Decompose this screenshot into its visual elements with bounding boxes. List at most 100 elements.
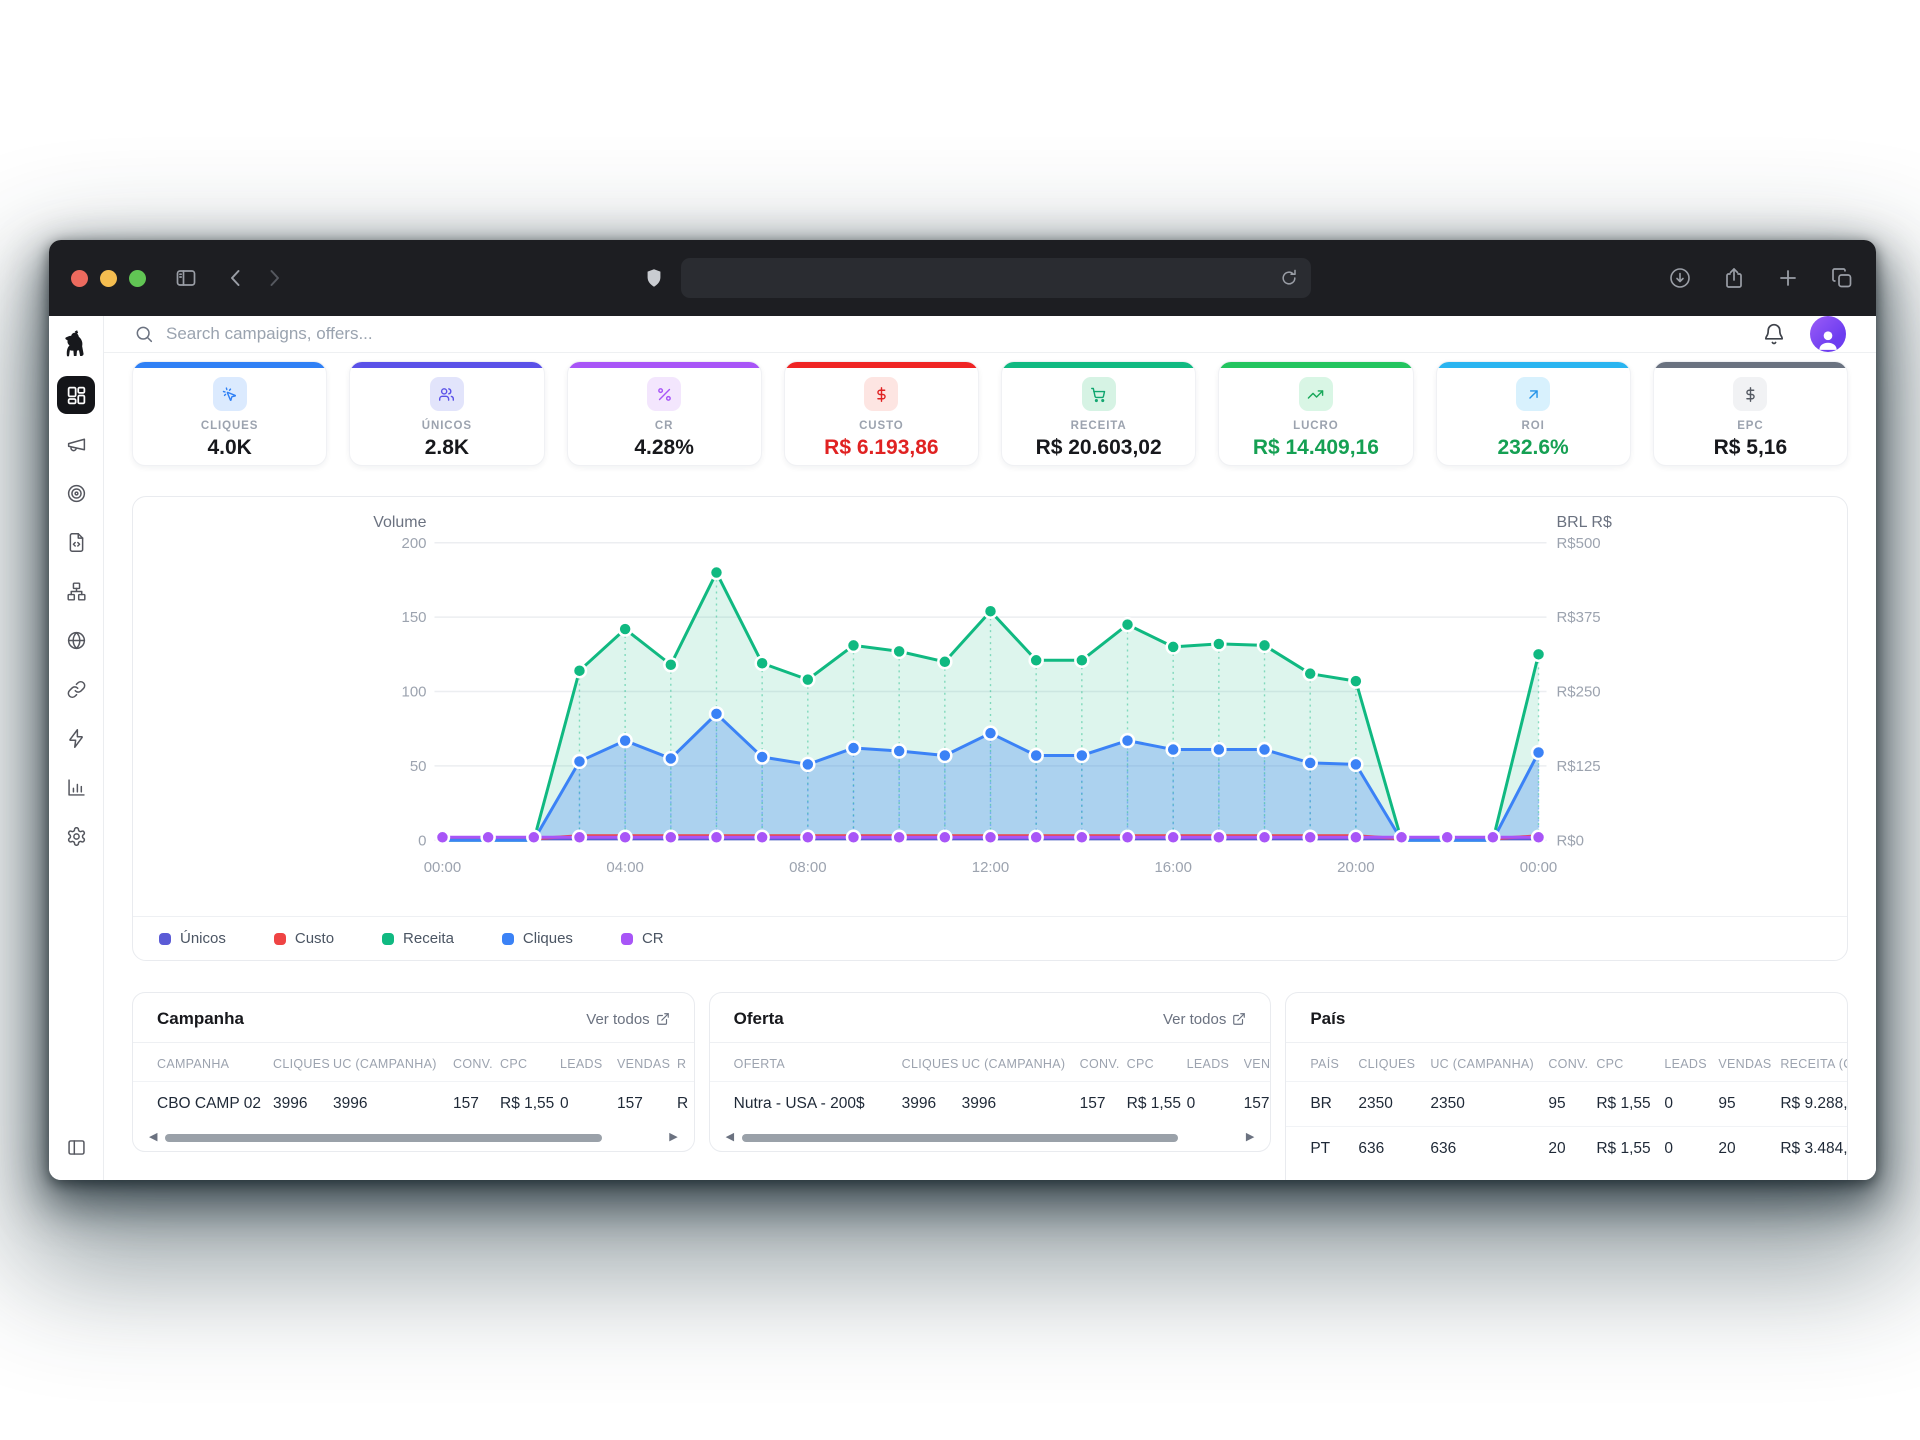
- kpi-accent-strip: [567, 362, 761, 368]
- kpi-accent-strip: [1436, 362, 1630, 368]
- table-row: PT 636 636 20 R$ 1,55 0 20 R$ 3.484,10: [1286, 1126, 1847, 1171]
- table-cell: 3996: [961, 1095, 997, 1112]
- table-cell: R$ 1,55: [1596, 1140, 1651, 1157]
- kpi-label: ÚNICOS: [421, 420, 472, 432]
- table-cell: R$ 9.288,09: [1780, 1095, 1848, 1112]
- scroll-left-arrow-icon[interactable]: ◀: [725, 1131, 735, 1143]
- horizontal-scrollbar[interactable]: ◀ ▶: [710, 1126, 1271, 1151]
- notifications-bell-icon[interactable]: [1762, 322, 1786, 346]
- table-cell: 95: [1718, 1095, 1736, 1112]
- ver-todos-link[interactable]: Ver todos: [586, 1011, 669, 1028]
- kpi-value: R$ 6.193,86: [824, 436, 939, 459]
- scrollbar-thumb[interactable]: [742, 1133, 1179, 1142]
- percent-icon: [647, 377, 682, 411]
- legend-swatch: [273, 932, 286, 945]
- legend-item-cr[interactable]: CR: [620, 930, 664, 947]
- reload-icon[interactable]: [1279, 268, 1299, 288]
- traffic-light-close[interactable]: [71, 269, 88, 287]
- kpi-value: R$ 5,16: [1713, 436, 1788, 459]
- scrollbar-track[interactable]: [165, 1133, 661, 1142]
- table-row: Nutra - USA - 200$ 3996 3996 157 R$ 1,55 0 157: [709, 1081, 1271, 1126]
- traffic-light-minimize[interactable]: [100, 269, 117, 287]
- svg-text:R$0: R$0: [1557, 832, 1584, 849]
- svg-text:20:00: 20:00: [1337, 859, 1374, 876]
- svg-text:16:00: 16:00: [1154, 859, 1191, 876]
- legend-item-receita[interactable]: Receita: [382, 930, 454, 947]
- kpi-accent-strip: [350, 362, 544, 368]
- scroll-left-arrow-icon[interactable]: ◀: [149, 1131, 158, 1143]
- ver-todos-label: Ver todos: [1162, 1010, 1227, 1028]
- sidebar-collapse-icon[interactable]: [57, 1128, 95, 1166]
- kpi-value: 2.8K: [424, 436, 470, 459]
- column-header: VENDAS: [1243, 1057, 1271, 1071]
- cursor-click-icon: [212, 377, 247, 411]
- sidebar-item-target-icon[interactable]: [57, 474, 95, 512]
- search-input[interactable]: [166, 324, 596, 344]
- column-header: CPC: [500, 1057, 528, 1071]
- kpi-label: ROI: [1521, 420, 1545, 432]
- sidebar-item-grid-icon[interactable]: [57, 376, 95, 414]
- sidebar-item-zap-icon[interactable]: [57, 719, 95, 757]
- tab-overview-icon[interactable]: [1830, 266, 1854, 290]
- traffic-chart: 0 R$0 50 R$125 100 R$250 150 R$375 200 R$500 Volum…: [133, 497, 1847, 916]
- kpi-value: R$ 14.409,16: [1252, 436, 1379, 459]
- legend-item-únicos[interactable]: Únicos: [159, 930, 226, 947]
- legend-item-cliques[interactable]: Cliques: [501, 930, 573, 947]
- kpi-value: 232.6%: [1497, 436, 1569, 459]
- sidebar-item-gear-icon[interactable]: [57, 817, 95, 855]
- traffic-light-zoom[interactable]: [129, 269, 146, 287]
- kpi-card-epc: EPC R$ 5,16: [1652, 361, 1848, 466]
- table-cell: 3996: [273, 1095, 308, 1112]
- ver-todos-link[interactable]: Ver todos: [1163, 1011, 1246, 1028]
- column-header: VENDAS: [617, 1057, 671, 1071]
- kpi-label: CUSTO: [859, 420, 904, 432]
- svg-text:200: 200: [402, 535, 427, 552]
- scroll-right-arrow-icon[interactable]: ▶: [1245, 1131, 1255, 1143]
- column-header: CPC: [1596, 1057, 1624, 1071]
- table-cell: 3996: [901, 1095, 937, 1112]
- column-header: PAÍS: [1310, 1057, 1340, 1071]
- sidebar-item-link-icon[interactable]: [57, 670, 95, 708]
- horizontal-scrollbar[interactable]: ◀ ▶: [133, 1126, 694, 1151]
- back-icon[interactable]: [224, 266, 248, 290]
- table-cell: 157: [617, 1095, 643, 1112]
- table-cell: 0: [1186, 1095, 1196, 1112]
- column-header: LEADS: [1186, 1057, 1230, 1071]
- sidebar-item-sitemap-icon[interactable]: [57, 572, 95, 610]
- downloads-icon[interactable]: [1668, 266, 1692, 290]
- kpi-accent-strip: [1653, 362, 1847, 368]
- sidebar-item-bar-chart-icon[interactable]: [57, 768, 95, 806]
- browser-titlebar: [49, 240, 1876, 316]
- app-sidebar: [49, 316, 104, 1180]
- user-avatar[interactable]: [1810, 316, 1846, 352]
- kpi-card-roi: ROI 232.6%: [1435, 361, 1631, 466]
- scroll-right-arrow-icon[interactable]: ▶: [669, 1131, 678, 1143]
- svg-text:0: 0: [418, 832, 426, 849]
- table-cell: R$ 3.484,10: [1780, 1140, 1848, 1157]
- address-bar[interactable]: [681, 258, 1311, 298]
- external-link-icon: [1233, 1013, 1246, 1025]
- kpi-accent-strip: [1002, 362, 1196, 368]
- new-tab-icon[interactable]: [1776, 266, 1800, 290]
- table-card-país: País PAÍS CLIQUES UC (CAMPANHA) CONV. CPC LEAD…: [1285, 992, 1849, 1180]
- sidebar-toggle-icon[interactable]: [174, 266, 198, 290]
- legend-item-custo[interactable]: Custo: [273, 930, 334, 947]
- share-icon[interactable]: [1722, 266, 1746, 290]
- table-cell: R$ 1,55: [1126, 1095, 1181, 1112]
- external-link-icon: [656, 1013, 669, 1025]
- scrollbar-thumb[interactable]: [165, 1133, 602, 1142]
- sidebar-item-globe-icon[interactable]: [57, 621, 95, 659]
- kpi-card-custo: CUSTO R$ 6.193,86: [783, 361, 979, 466]
- privacy-shield-icon: [643, 267, 665, 289]
- forward-icon[interactable]: [262, 266, 286, 290]
- scrollbar-track[interactable]: [742, 1133, 1238, 1142]
- sidebar-item-file-code-icon[interactable]: [57, 523, 95, 561]
- kpi-label: RECEITA: [1070, 420, 1127, 432]
- browser-window: CLIQUES 4.0K ÚNICOS 2.8K CR 4.28% CUSTO R$ 6.19…: [49, 240, 1876, 1180]
- table-cell: PT: [1310, 1140, 1331, 1157]
- sidebar-item-megaphone-icon[interactable]: [57, 425, 95, 463]
- chart-legend: Únicos Custo Receita Cliques CR: [133, 916, 1847, 960]
- column-header: UC (CAMPANHA): [1430, 1057, 1535, 1071]
- svg-text:R$250: R$250: [1557, 684, 1601, 701]
- svg-text:50: 50: [410, 758, 427, 775]
